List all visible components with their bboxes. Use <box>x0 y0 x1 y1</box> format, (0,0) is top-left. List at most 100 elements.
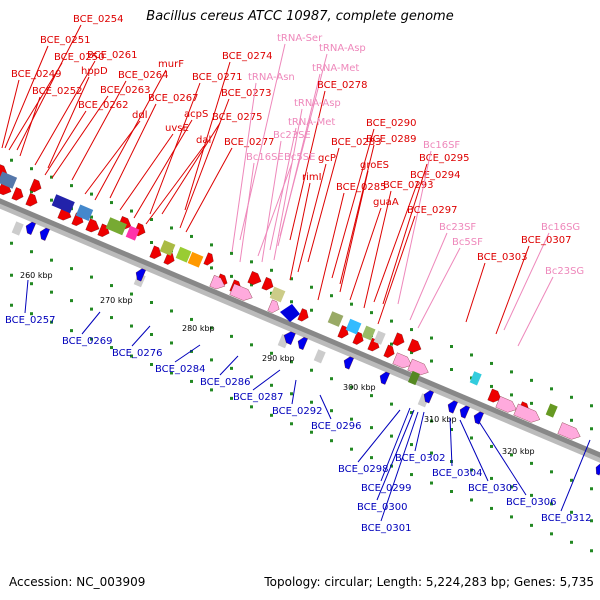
leader-line <box>219 355 239 376</box>
track-dot <box>250 343 253 347</box>
gene-label-uvse: uvsE <box>165 123 189 134</box>
gene-arrow-reverse <box>343 356 354 370</box>
track-dot <box>390 319 393 323</box>
track-dot <box>470 468 473 472</box>
track-dot <box>570 510 573 514</box>
track-dot <box>230 396 233 400</box>
track-dot <box>530 493 533 497</box>
track-dot <box>150 333 153 336</box>
track-dot <box>590 549 593 553</box>
cog-box <box>0 171 18 189</box>
track-dot <box>370 394 373 398</box>
gene-label-bce_0306: BCE_0306 <box>506 497 556 508</box>
track-dot <box>230 274 233 278</box>
track-dot <box>50 320 53 324</box>
rna-feature <box>229 283 253 301</box>
track-dot <box>190 234 193 238</box>
track-dot <box>210 358 213 362</box>
track-dot <box>370 426 373 430</box>
leader-line <box>382 163 428 305</box>
gene-label-bce_0297: BCE_0297 <box>407 205 457 216</box>
track-dot <box>230 366 233 370</box>
gene-arrow-reverse <box>135 268 146 282</box>
track-dot <box>30 282 33 286</box>
track-dot <box>490 506 493 510</box>
track-dot <box>310 285 313 289</box>
track-dot <box>130 354 133 358</box>
accession-label: Accession: NC_003909 <box>9 575 146 589</box>
gene-label-trna-asn: tRNA-Asn <box>248 72 295 83</box>
track-dot <box>510 453 513 457</box>
gene-label-ddl: ddl <box>132 110 147 121</box>
gene-arrow-reverse <box>25 221 36 235</box>
track-dot <box>170 226 173 230</box>
rna-feature <box>495 396 517 413</box>
track-dot <box>570 418 573 422</box>
track-dot <box>410 411 413 415</box>
gene-label-bc5sf: Bc5SF <box>452 237 483 248</box>
scale-tick-label: 280 kbp <box>182 324 215 333</box>
track-dot <box>10 241 13 245</box>
track-dot <box>290 277 293 281</box>
track-dot <box>110 316 113 320</box>
track-dot <box>150 218 153 221</box>
gene-label-bce_0250: BCE_0250 <box>54 52 104 63</box>
gene-arrow-forward <box>247 271 262 285</box>
leader-line <box>414 411 425 452</box>
leader-line <box>261 140 282 263</box>
track-dot <box>210 326 213 330</box>
track-dot <box>90 215 93 219</box>
track-dot <box>330 409 333 413</box>
track-dot <box>90 192 93 196</box>
leader-line <box>239 162 255 263</box>
gene-label-bce_0287: BCE_0287 <box>233 392 283 403</box>
gene-label-bce_0254: BCE_0254 <box>73 14 123 25</box>
gene-arrow-forward <box>261 277 274 291</box>
leader-line <box>94 69 167 201</box>
gene-label-bce_0295: BCE_0295 <box>419 153 469 164</box>
track-dot <box>410 443 413 447</box>
gene-label-bce_0290: BCE_0290 <box>366 118 416 129</box>
gene-label-bce_0257: BCE_0257 <box>5 315 55 326</box>
gene-arrow-forward <box>297 308 309 322</box>
gene-label-hppd: hppD <box>81 66 108 77</box>
track-dot <box>50 175 53 179</box>
track-dot <box>570 478 573 482</box>
track-dot <box>530 523 533 527</box>
track-dot <box>210 266 213 270</box>
leader-line <box>81 311 101 335</box>
leader-line <box>257 162 293 257</box>
leader-line <box>339 144 375 285</box>
leader-line <box>277 73 321 247</box>
cog-box <box>51 194 75 214</box>
gene-arrow-forward <box>392 332 405 346</box>
gene-arrow-reverse <box>423 390 434 404</box>
track-dot <box>570 540 573 544</box>
rna-feature <box>209 275 226 290</box>
leader-line <box>297 163 327 273</box>
inner-track-dots <box>10 303 593 553</box>
track-dot <box>30 312 33 316</box>
leader-line <box>19 96 41 157</box>
gene-label-bce_0298: BCE_0298 <box>338 464 388 475</box>
track-dot <box>430 359 433 363</box>
track-dot <box>70 299 73 303</box>
leader-line <box>184 61 231 211</box>
gene-label-bce_0262: BCE_0262 <box>78 100 128 111</box>
gene-label-bc23sf: Bc23SF <box>439 222 476 233</box>
gene-label-bce_0263: BCE_0263 <box>100 85 150 96</box>
leader-line <box>145 145 205 225</box>
track-dot <box>30 167 33 171</box>
leader-line <box>291 379 297 405</box>
leader-line <box>331 128 375 279</box>
track-dot <box>390 434 393 438</box>
leader-line <box>174 344 201 363</box>
gene-label-bce_0264: BCE_0264 <box>118 70 168 81</box>
track-dot <box>110 201 113 205</box>
gene-label-bce_0277: BCE_0277 <box>224 137 274 148</box>
track-dot <box>410 328 413 332</box>
track-dot <box>550 470 553 474</box>
track-dot <box>110 346 113 350</box>
track-dot <box>430 481 433 485</box>
track-dot <box>450 345 453 348</box>
